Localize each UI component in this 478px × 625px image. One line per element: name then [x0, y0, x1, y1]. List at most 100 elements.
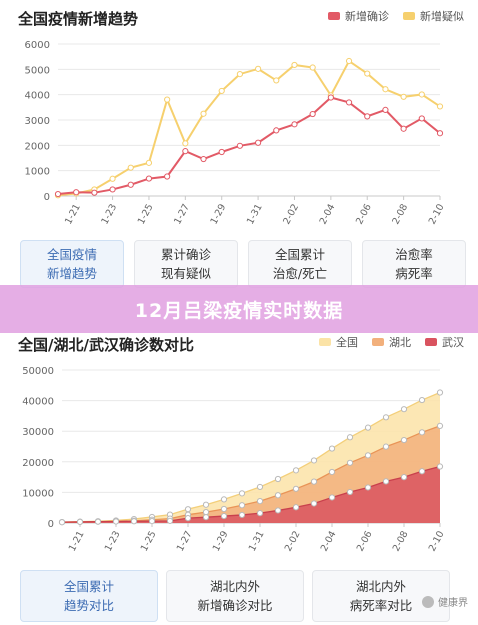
data-point-武汉: [58, 519, 66, 526]
tab-cured-dead[interactable]: 全国累计 治愈/死亡: [248, 240, 352, 288]
legend-swatch-hubei: [372, 338, 384, 346]
data-point-全国: [418, 396, 426, 404]
data-point-新增确诊: [218, 148, 225, 156]
data-point-新增确诊: [364, 113, 371, 120]
data-point-新增确诊: [291, 121, 298, 128]
tab-label-line2: 病死率: [395, 266, 433, 281]
legend-label-national: 全国: [336, 336, 358, 349]
data-point-湖北: [328, 468, 336, 476]
series-line-新增确诊: [57, 96, 441, 196]
data-point-湖北: [292, 485, 300, 492]
x-tick-label: 2-06: [355, 529, 375, 553]
data-point-武汉: [364, 484, 372, 491]
legend-item-hubei[interactable]: 湖北: [372, 334, 411, 350]
data-point-全国: [274, 475, 282, 483]
chart2-legend: 全国 湖北 武汉: [319, 334, 464, 350]
tab-label-line1: 湖北内外: [209, 579, 260, 594]
x-tick-label: 2-04: [318, 202, 338, 226]
tab-cure-death-rate[interactable]: 治愈率 病死率: [362, 240, 466, 288]
data-point-新增确诊: [400, 125, 407, 132]
data-point-武汉: [76, 518, 84, 525]
legend-swatch-wuhan: [425, 338, 437, 346]
data-point-湖北: [274, 492, 282, 499]
data-point-武汉: [346, 488, 354, 496]
tab-label-line2: 趋势对比: [63, 598, 114, 613]
tab-cumulative-suspected[interactable]: 累计确诊 现有疑似: [134, 240, 238, 288]
x-tick-label: 1-21: [63, 202, 83, 226]
data-point-武汉: [112, 518, 120, 525]
legend-swatch-suspected: [403, 12, 415, 20]
title-banner: 12月吕梁疫情实时数据: [0, 285, 478, 333]
x-tick-label: 1-29: [211, 529, 231, 553]
y-tick-label: 0: [44, 192, 50, 203]
new-cases-trend-panel: 全国疫情新增趋势 新增确诊 新增疑似 0 1000 2000 3000 4000 5000…: [0, 0, 478, 300]
data-point-湖北: [400, 436, 408, 444]
x-tick-label: 1-25: [139, 529, 159, 553]
x-tick-label: 1-25: [136, 202, 156, 226]
data-point-湖北: [382, 443, 390, 450]
x-tick-label: 1-23: [99, 202, 119, 226]
chart1-tab-bar: 全国疫情 新增趋势 累计确诊 现有疑似 全国累计 治愈/死亡 治愈率 病死率: [20, 240, 466, 288]
data-point-新增确诊: [182, 148, 189, 155]
y-tick-label: 20000: [22, 458, 54, 469]
data-point-全国: [382, 414, 390, 421]
y-tick-label: 10000: [22, 488, 54, 499]
data-point-湖北: [310, 478, 318, 485]
data-point-湖北: [256, 498, 264, 505]
source-watermark: 健康界: [422, 594, 468, 609]
series-line-全国: [61, 391, 441, 523]
data-point-新增确诊: [164, 173, 171, 180]
data-point-新增确诊: [418, 115, 425, 122]
data-point-新增疑似: [254, 65, 262, 72]
data-point-新增疑似: [291, 61, 298, 69]
x-tick-label: 2-08: [390, 202, 410, 226]
data-point-全国: [364, 424, 372, 431]
data-point-全国: [220, 496, 228, 503]
data-point-新增疑似: [127, 164, 134, 171]
data-point-新增疑似: [418, 91, 425, 98]
tab-label-line1: 全国疫情: [46, 247, 97, 262]
data-point-武汉: [256, 510, 264, 517]
data-point-武汉: [166, 517, 174, 524]
tab-new-trend[interactable]: 全国疫情 新增趋势: [20, 240, 124, 288]
tab-national-trend[interactable]: 全国累计 趋势对比: [20, 570, 158, 622]
new-cases-line-chart: 0 1000 2000 3000 4000 5000 6000 1-21 1-23 1-25 1-2…: [25, 40, 447, 226]
x-tick-label: 2-04: [319, 529, 339, 553]
legend-item-national[interactable]: 全国: [319, 334, 358, 350]
legend-label-hubei: 湖北: [389, 336, 411, 349]
tab-label-line2: 新增确诊对比: [197, 598, 273, 613]
y-tick-label: 0: [48, 519, 54, 530]
x-tick-label: 1-31: [245, 202, 265, 226]
data-point-新增确诊: [91, 189, 98, 196]
data-point-武汉: [328, 494, 336, 501]
data-point-全国: [184, 506, 192, 513]
tab-hubei-new-confirmed[interactable]: 湖北内外 新增确诊对比: [166, 570, 304, 622]
x-tick-label: 2-06: [354, 202, 374, 226]
legend-item-wuhan[interactable]: 武汉: [425, 334, 464, 350]
legend-item-confirmed[interactable]: 新增确诊: [328, 8, 389, 24]
data-point-全国: [328, 445, 336, 452]
data-point-新增确诊: [54, 190, 62, 198]
tab-label-line1: 湖北内外: [355, 579, 406, 594]
data-point-全国: [400, 406, 408, 413]
tab-label-line1: 全国累计: [63, 579, 114, 594]
data-point-武汉: [184, 515, 192, 522]
legend-swatch-confirmed: [328, 12, 340, 20]
legend-item-suspected[interactable]: 新增疑似: [403, 8, 464, 24]
tab-label-line2: 治愈/死亡: [272, 266, 328, 281]
x-tick-label: 1-23: [103, 529, 123, 553]
data-point-湖北: [238, 502, 246, 509]
chart1-legend: 新增确诊 新增疑似: [328, 8, 464, 24]
y-tick-label: 50000: [22, 366, 54, 377]
data-point-新增确诊: [200, 155, 207, 163]
tab-label-line1: 累计确诊: [160, 247, 211, 262]
data-point-新增疑似: [364, 70, 371, 77]
data-point-湖北: [436, 422, 444, 430]
x-tick-label: 1-29: [209, 202, 229, 226]
data-point-全国: [238, 490, 246, 497]
data-point-新增疑似: [382, 86, 389, 93]
data-point-湖北: [418, 429, 426, 436]
y-tick-label: 4000: [25, 91, 50, 102]
data-point-新增确诊: [73, 189, 80, 196]
data-point-新增疑似: [182, 140, 189, 147]
